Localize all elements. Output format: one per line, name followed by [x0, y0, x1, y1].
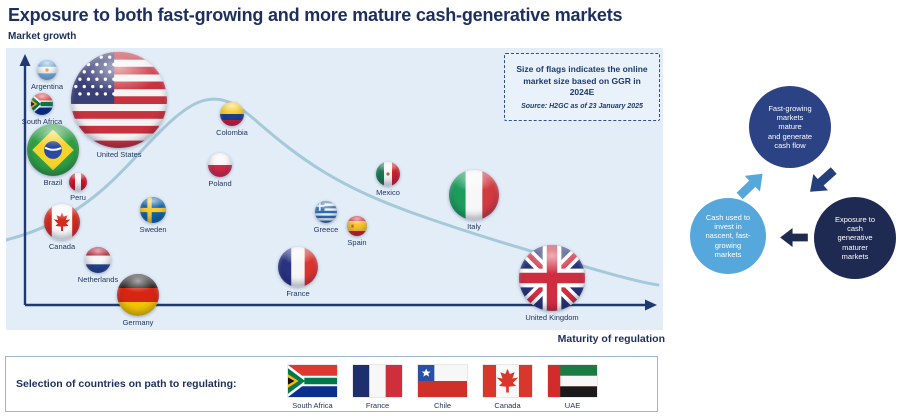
country-label: Argentina — [30, 82, 64, 91]
country-bubble-germany — [117, 274, 159, 316]
country-bubble-spain — [347, 216, 367, 236]
france-flag-icon — [278, 247, 318, 287]
callout-text: Size of flags indicates the online marke… — [516, 63, 648, 98]
country-label: Spain — [347, 238, 367, 247]
greece-flag-icon — [315, 201, 337, 223]
footer-label: Selection of countries on path to regula… — [16, 378, 237, 390]
country-label: Netherlands — [77, 275, 119, 284]
country-label: Peru — [70, 193, 86, 202]
netherlands-flag-icon — [85, 247, 111, 273]
footer-flag-chile: Chile — [418, 365, 467, 410]
uae-flag-icon — [548, 365, 597, 397]
country-label: Brazil — [43, 178, 63, 187]
southafrica-flag-icon — [31, 93, 53, 115]
cycle-diagram: Fast-growing markets mature and generate… — [680, 75, 901, 290]
peru-flag-icon — [69, 173, 87, 191]
market-chart: Size of flags indicates the online marke… — [6, 48, 663, 330]
italy-flag-icon — [449, 170, 499, 220]
country-label: United States — [96, 150, 142, 159]
country-bubble-argentina — [37, 60, 57, 80]
cycle-step-label: Fast-growing markets mature and generate… — [767, 103, 813, 151]
argentina-flag-icon — [37, 60, 57, 80]
country-label: United Kingdom — [525, 313, 579, 322]
germany-flag-icon — [117, 274, 159, 316]
cycle-step-label: Exposure to cash generative maturer mark… — [834, 214, 876, 262]
country-label: Sweden — [139, 225, 167, 234]
sweden-flag-icon — [140, 197, 166, 223]
cycle-arrow-left-icon — [780, 227, 808, 248]
x-axis-arrow-icon — [645, 299, 657, 311]
cycle-step-exposure: Exposure to cash generative maturer mark… — [814, 197, 896, 279]
footer-flag-southafrica: South Africa — [288, 365, 337, 410]
country-label: Colombia — [216, 128, 248, 137]
footer-flag-france: France — [353, 365, 402, 410]
brazil-flag-icon — [27, 124, 79, 176]
cycle-arrow-up-icon — [736, 173, 763, 200]
country-bubble-sweden — [140, 197, 166, 223]
footer-flag-uae: UAE — [548, 365, 597, 410]
footer-flag-label: France — [365, 401, 390, 410]
page-title: Exposure to both fast-growing and more m… — [8, 5, 623, 25]
poland-flag-icon — [208, 153, 232, 177]
country-label: Germany — [122, 318, 154, 327]
footer-flag-label: Canada — [494, 401, 521, 410]
footer-flag-label: Chile — [433, 401, 452, 410]
footer-flag-label: UAE — [564, 401, 581, 410]
southafrica-flag-icon — [288, 365, 337, 397]
footer-flag-canada: Canada — [483, 365, 532, 410]
spain-flag-icon — [347, 216, 367, 236]
country-bubble-colombia — [220, 102, 244, 126]
country-bubble-italy — [449, 170, 499, 220]
x-axis-label: Maturity of regulation — [557, 333, 665, 345]
canada-flag-icon — [44, 204, 80, 240]
cycle-step-cash-invest: Cash used to invest in nascent, fast- gr… — [690, 198, 766, 274]
country-label: Mexico — [376, 188, 400, 197]
country-label: Greece — [313, 225, 339, 234]
y-axis-label: Market growth — [8, 31, 77, 42]
canada-flag-icon — [483, 365, 532, 397]
chile-flag-icon — [418, 365, 467, 397]
country-label: South Africa — [21, 117, 63, 126]
country-bubble-france — [278, 247, 318, 287]
country-bubble-greece — [315, 201, 337, 223]
cycle-arrow-down-icon — [810, 167, 837, 192]
footer-flag-label: South Africa — [292, 401, 333, 410]
country-bubble-uk — [519, 245, 585, 311]
country-bubble-southafrica — [31, 93, 53, 115]
colombia-flag-icon — [220, 102, 244, 126]
uk-flag-icon — [519, 245, 585, 311]
cycle-step-label: Cash used to invest in nascent, fast- gr… — [705, 212, 751, 260]
y-axis-arrow-icon — [19, 54, 31, 66]
flag-size-callout: Size of flags indicates the online marke… — [504, 53, 660, 121]
france-flag-icon — [353, 365, 402, 397]
country-label: Italy — [467, 222, 481, 231]
country-label: France — [286, 289, 310, 298]
country-bubble-usa — [71, 52, 167, 148]
cycle-step-fast-growing: Fast-growing markets mature and generate… — [749, 86, 831, 168]
country-bubble-brazil — [27, 124, 79, 176]
country-bubble-mexico — [376, 162, 400, 186]
usa-flag-icon — [71, 52, 167, 148]
regulating-countries-panel: Selection of countries on path to regula… — [5, 356, 658, 412]
country-label: Canada — [48, 242, 76, 251]
country-label: Poland — [208, 179, 232, 188]
country-bubble-poland — [208, 153, 232, 177]
country-bubble-peru — [69, 173, 87, 191]
country-bubble-netherlands — [85, 247, 111, 273]
mexico-flag-icon — [376, 162, 400, 186]
country-bubble-canada — [44, 204, 80, 240]
callout-source: Source: H2GC as of 23 January 2025 — [521, 103, 643, 111]
